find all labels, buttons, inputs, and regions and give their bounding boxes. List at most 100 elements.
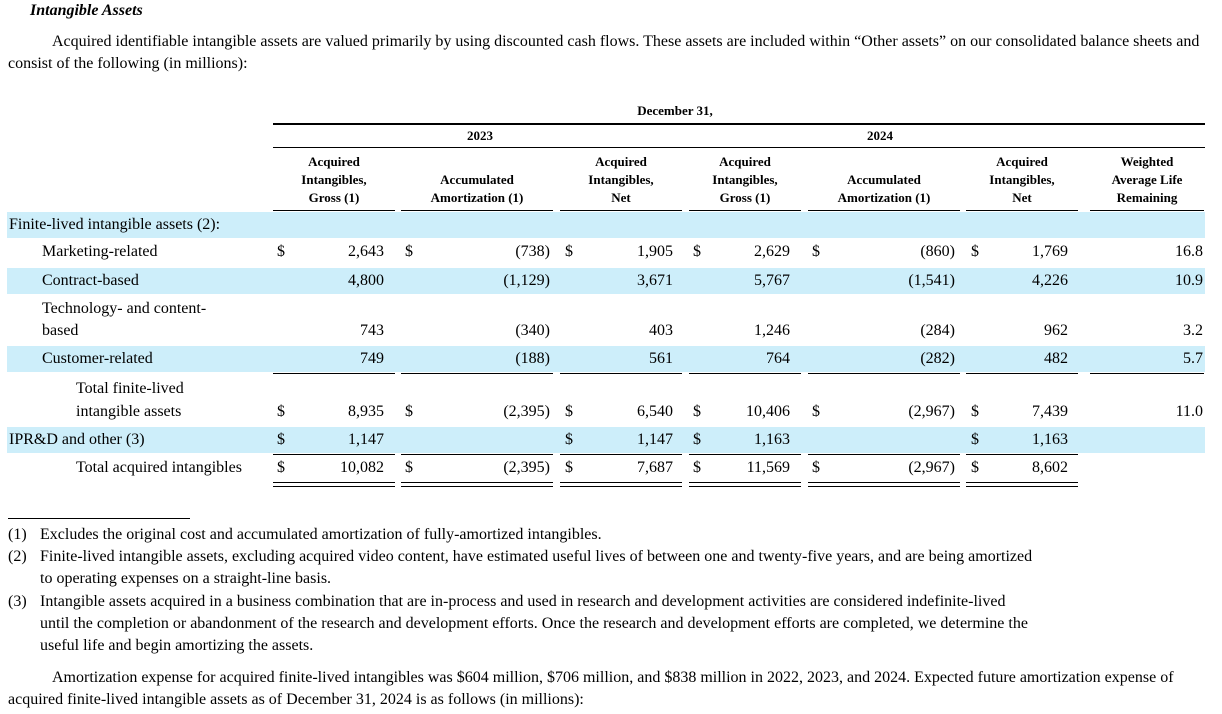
cell-net-2024: 7,439 [1032, 403, 1068, 420]
total-rule [966, 454, 1078, 455]
intro-text: Acquired identifiable intangible assets … [8, 33, 1200, 72]
subtotal-rule [273, 373, 395, 374]
col-rule [1090, 210, 1204, 211]
hdr-line: Net [1012, 190, 1032, 205]
col-rule [689, 210, 801, 211]
hdr-line: Remaining [1116, 190, 1178, 205]
subtotal-rule [560, 373, 682, 374]
hdr-line: Average Life [1111, 172, 1183, 187]
hdr-line: Intangibles, [989, 172, 1055, 187]
cell-net-2023: 1,905 [637, 243, 673, 260]
cell-life: 11.0 [1175, 403, 1203, 420]
currency-sign: $ [565, 403, 573, 420]
row-label: IPR&D and other (3) [9, 431, 145, 448]
section-title: Intangible Assets [30, 2, 143, 19]
cell-gross-2024: 5,767 [754, 272, 790, 289]
cell-life: 16.8 [1175, 243, 1203, 260]
currency-sign: $ [405, 243, 413, 260]
cell-net-2023: 1,147 [637, 431, 673, 448]
total-rule [808, 454, 960, 455]
year-2024-rule [689, 147, 1205, 148]
year-2023-rule [273, 147, 931, 148]
cell-amort-2024: (860) [920, 243, 955, 260]
row-label: Total finite-lived [76, 380, 184, 397]
row-band [7, 212, 1205, 238]
cell-life: 3.2 [1183, 322, 1203, 339]
cell-net-2024: 1,163 [1032, 431, 1068, 448]
cell-amort-2023: (1,129) [503, 272, 550, 289]
col-amort-2024: Accumulated Amortization (1) [808, 171, 960, 207]
cell-amort-2024: (1,541) [908, 272, 955, 289]
currency-sign: $ [812, 459, 820, 476]
currency-sign: $ [693, 459, 701, 476]
cell-gross-2024: 1,163 [754, 431, 790, 448]
cell-amort-2024: (284) [920, 322, 955, 339]
cell-gross-2023: 2,643 [348, 243, 384, 260]
currency-sign: $ [277, 431, 285, 448]
intro-paragraph: Acquired identifiable intangible assets … [8, 31, 1208, 75]
hdr-line: Weighted [1120, 154, 1174, 169]
currency-sign: $ [971, 243, 979, 260]
footnote-text: to operating expenses on a straight-line… [40, 570, 332, 587]
currency-sign: $ [565, 459, 573, 476]
col-rule [966, 210, 1078, 211]
cell-net-2023: 3,671 [637, 272, 673, 289]
cell-net-2024: 8,602 [1032, 459, 1068, 476]
cell-amort-2024: (282) [920, 350, 955, 367]
currency-sign: $ [812, 403, 820, 420]
col-net-2023: Acquired Intangibles, Net [560, 153, 682, 207]
currency-sign: $ [971, 403, 979, 420]
date-header: December 31, [637, 103, 713, 118]
row-label: Total acquired intangibles [76, 459, 242, 476]
cell-amort-2023: (2,395) [503, 459, 550, 476]
currency-sign: $ [405, 403, 413, 420]
hdr-line: Acquired [719, 154, 771, 169]
cell-gross-2024: 11,569 [746, 459, 790, 476]
footnote-number: (2) [8, 548, 27, 565]
hdr-line: Acquired [308, 154, 360, 169]
subtotal-rule [689, 373, 801, 374]
currency-sign: $ [812, 243, 820, 260]
row-label: Customer-related [42, 350, 153, 367]
row-band [7, 268, 1205, 294]
row-band [7, 346, 1205, 372]
finite-label: Finite-lived intangible assets (2): [9, 216, 221, 233]
cell-gross-2023: 8,935 [348, 403, 384, 420]
year-2024: 2024 [867, 128, 893, 143]
cell-gross-2024: 10,406 [746, 403, 790, 420]
footnote-separator [8, 518, 190, 519]
hdr-line: Accumulated [440, 172, 514, 187]
col-rule [560, 210, 682, 211]
row-label: Technology- and content- [42, 300, 207, 317]
header-rule [273, 123, 1205, 125]
footnote-text: Intangible assets acquired in a business… [40, 593, 1006, 610]
double-rule [401, 482, 553, 487]
currency-sign: $ [277, 403, 285, 420]
total-rule [401, 454, 553, 455]
col-rule [273, 210, 395, 211]
currency-sign: $ [277, 243, 285, 260]
col-rule [808, 210, 960, 211]
footnote-number: (3) [8, 593, 27, 610]
currency-sign: $ [277, 459, 285, 476]
footnote-text: Finite-lived intangible assets, excludin… [40, 548, 1033, 565]
currency-sign: $ [693, 403, 701, 420]
cell-amort-2023: (188) [515, 350, 550, 367]
subtotal-rule [401, 373, 553, 374]
hdr-line: Amortization (1) [430, 190, 524, 205]
subtotal-rule [966, 373, 1078, 374]
hdr-line: Net [611, 190, 631, 205]
cell-amort-2023: (2,395) [503, 403, 550, 420]
currency-sign: $ [971, 459, 979, 476]
cell-life: 10.9 [1175, 272, 1203, 289]
cell-gross-2023: 743 [360, 322, 384, 339]
footnote-number: (1) [8, 526, 27, 543]
cell-gross-2023: 4,800 [348, 272, 384, 289]
cell-amort-2024: (2,967) [908, 403, 955, 420]
cell-gross-2023: 1,147 [348, 431, 384, 448]
row-label: Marketing-related [42, 243, 158, 260]
hdr-line: Intangibles, [712, 172, 778, 187]
col-gross-2024: Acquired Intangibles, Gross (1) [689, 153, 801, 207]
hdr-line: Accumulated [847, 172, 921, 187]
hdr-line: Gross (1) [308, 190, 360, 205]
